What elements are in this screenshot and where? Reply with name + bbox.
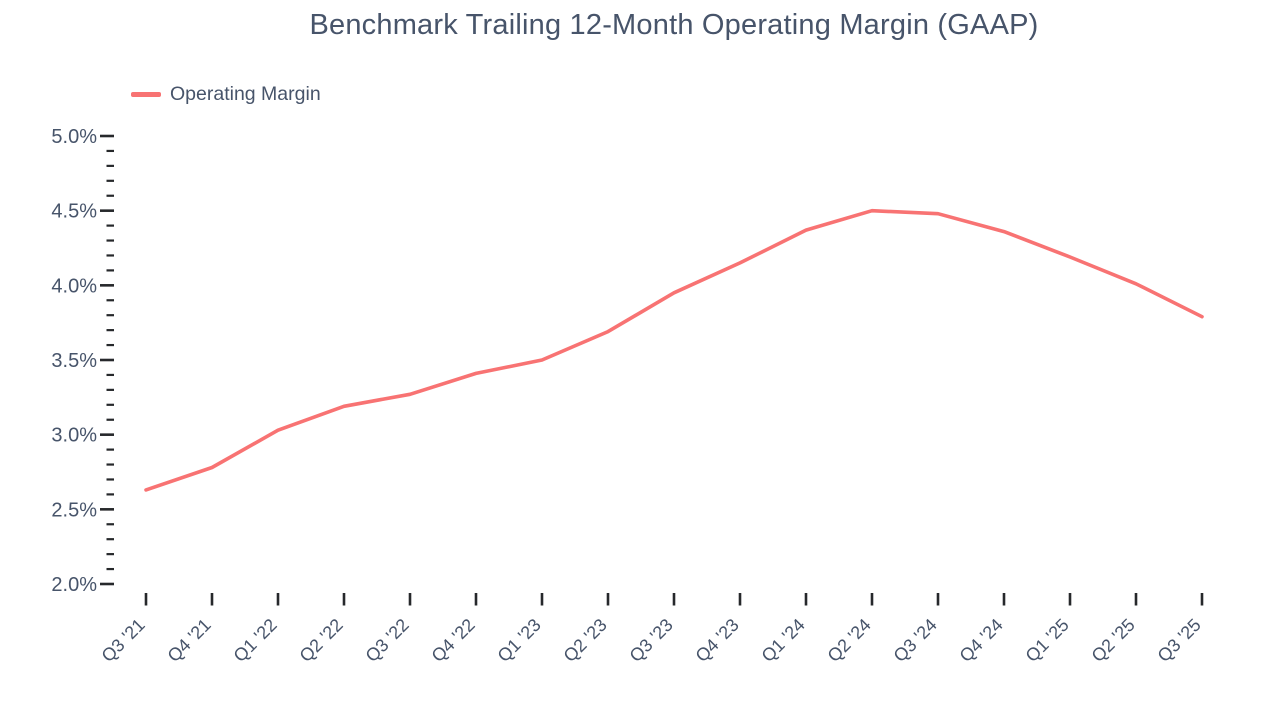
x-axis-tick-label: Q3 '25 xyxy=(1154,615,1205,666)
x-axis-tick-label: Q2 '24 xyxy=(824,615,875,666)
x-axis-tick-label: Q2 '23 xyxy=(560,615,611,666)
x-axis-tick-label: Q1 '25 xyxy=(1022,615,1073,666)
y-axis-tick-label: 2.0% xyxy=(51,574,97,596)
x-axis-tick-label: Q2 '22 xyxy=(296,615,347,666)
x-axis-tick-label: Q3 '23 xyxy=(626,615,677,666)
x-axis-tick-label: Q3 '22 xyxy=(362,615,413,666)
x-axis-tick-label: Q4 '23 xyxy=(692,615,743,666)
x-axis-tick-label: Q4 '22 xyxy=(428,615,479,666)
x-axis-tick-label: Q1 '23 xyxy=(494,615,545,666)
series-line-operating-margin xyxy=(144,208,1204,492)
x-axis-tick-label: Q1 '24 xyxy=(758,615,809,666)
legend-label: Operating Margin xyxy=(170,83,321,105)
chart-title: Benchmark Trailing 12-Month Operating Ma… xyxy=(309,9,1039,41)
y-axis-tick-label: 4.5% xyxy=(51,201,97,223)
legend: Operating Margin xyxy=(131,83,321,106)
y-axis-tick-label: 5.0% xyxy=(51,126,97,148)
y-axis-tick-label: 3.0% xyxy=(51,425,97,447)
x-axis-tick-label: Q2 '25 xyxy=(1088,615,1139,666)
x-axis-tick-label: Q4 '21 xyxy=(164,615,215,666)
x-axis-tick-label: Q4 '24 xyxy=(956,615,1007,666)
y-axis-tick-label: 3.5% xyxy=(51,350,97,372)
legend-line-swatch xyxy=(131,92,161,97)
x-axis-tick-label: Q1 '22 xyxy=(230,615,281,666)
x-axis-tick-label: Q3 '24 xyxy=(890,615,941,666)
x-axis-tick-label: Q3 '21 xyxy=(98,615,149,666)
y-axis-tick-label: 2.5% xyxy=(51,499,97,521)
y-axis-tick-label: 4.0% xyxy=(51,275,97,297)
